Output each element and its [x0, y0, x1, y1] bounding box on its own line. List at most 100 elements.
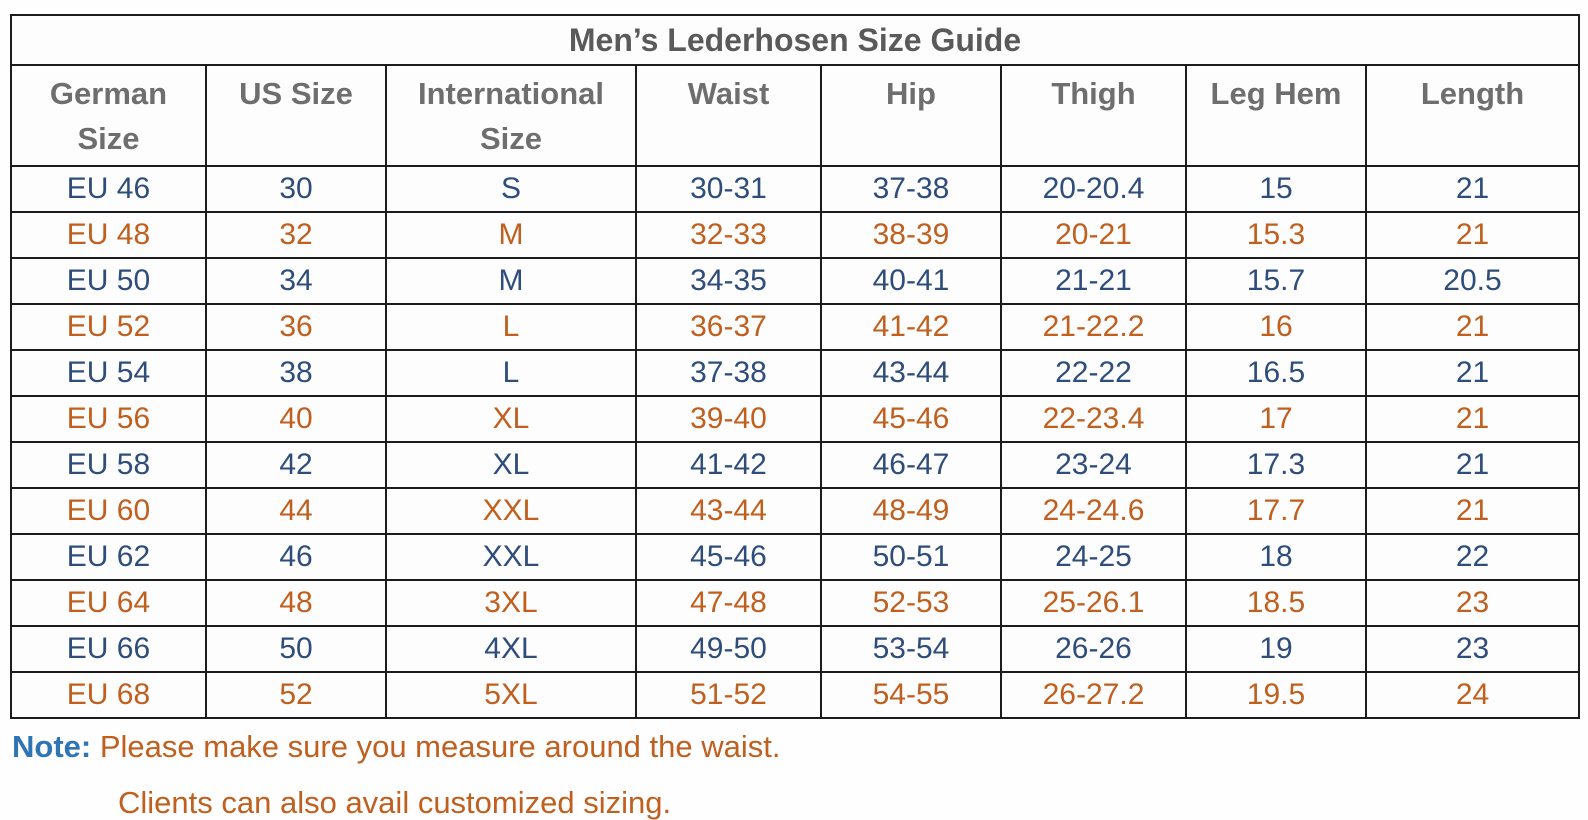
- table-cell: 23: [1365, 579, 1580, 627]
- table-cell: 20-21: [1000, 211, 1187, 259]
- table-title: Men’s Lederhosen Size Guide: [10, 14, 1580, 66]
- table-cell: EU 56: [10, 395, 207, 443]
- table-cell: 47-48: [635, 579, 822, 627]
- table-row: EU 56 40 XL 39-40 45-46 22-23.4 17 21: [10, 395, 1580, 443]
- table-cell: 25-26.1: [1000, 579, 1187, 627]
- table-cell: 53-54: [820, 625, 1002, 673]
- table-cell: 23: [1365, 625, 1580, 673]
- table-cell: 51-52: [635, 671, 822, 719]
- table-cell: XL: [385, 395, 637, 443]
- table-cell: 22: [1365, 533, 1580, 581]
- table-cell: 18.5: [1185, 579, 1367, 627]
- table-cell: 34-35: [635, 257, 822, 305]
- table-cell: 40-41: [820, 257, 1002, 305]
- table-row: EU 46 30 S 30-31 37-38 20-20.4 15 21: [10, 165, 1580, 213]
- note-label: Note:: [12, 729, 92, 764]
- table-cell: 17.3: [1185, 441, 1367, 489]
- table-cell: 32: [205, 211, 387, 259]
- table-row: EU 64 48 3XL 47-48 52-53 25-26.1 18.5 23: [10, 579, 1580, 627]
- note: Note: Please make sure you measure aroun…: [12, 724, 1572, 820]
- table-cell: 26-26: [1000, 625, 1187, 673]
- table-cell: 52-53: [820, 579, 1002, 627]
- table-cell: S: [385, 165, 637, 213]
- table-cell: XL: [385, 441, 637, 489]
- table-cell: 30-31: [635, 165, 822, 213]
- table-cell: 45-46: [820, 395, 1002, 443]
- column-header: Thigh: [1000, 64, 1187, 167]
- column-header: Waist: [635, 64, 822, 167]
- table-cell: 17.7: [1185, 487, 1367, 535]
- table-cell: 15.7: [1185, 257, 1367, 305]
- table-cell: 32-33: [635, 211, 822, 259]
- table-cell: EU 64: [10, 579, 207, 627]
- table-cell: 36: [205, 303, 387, 351]
- table-cell: 24-25: [1000, 533, 1187, 581]
- table-cell: 39-40: [635, 395, 822, 443]
- table-cell: 21: [1365, 441, 1580, 489]
- table-row: EU 54 38 L 37-38 43-44 22-22 16.5 21: [10, 349, 1580, 397]
- table-cell: 21: [1365, 211, 1580, 259]
- table-cell: L: [385, 349, 637, 397]
- column-header: German Size: [10, 64, 207, 167]
- table-cell: M: [385, 211, 637, 259]
- table-row: EU 48 32 M 32-33 38-39 20-21 15.3 21: [10, 211, 1580, 259]
- table-cell: 21: [1365, 349, 1580, 397]
- header-row: German Size US Size International Size Wais…: [10, 64, 1580, 167]
- table-cell: 15.3: [1185, 211, 1367, 259]
- table-cell: 21: [1365, 165, 1580, 213]
- table-row: EU 68 52 5XL 51-52 54-55 26-27.2 19.5 24: [10, 671, 1580, 719]
- table-cell: EU 46: [10, 165, 207, 213]
- table-cell: 4XL: [385, 625, 637, 673]
- table-cell: 30: [205, 165, 387, 213]
- table-cell: 50-51: [820, 533, 1002, 581]
- table-cell: 16.5: [1185, 349, 1367, 397]
- table-cell: EU 58: [10, 441, 207, 489]
- table-row: EU 58 42 XL 41-42 46-47 23-24 17.3 21: [10, 441, 1580, 489]
- table-cell: L: [385, 303, 637, 351]
- table-cell: 42: [205, 441, 387, 489]
- table-cell: EU 68: [10, 671, 207, 719]
- table-cell: 49-50: [635, 625, 822, 673]
- column-header: US Size: [205, 64, 387, 167]
- table-cell: EU 48: [10, 211, 207, 259]
- table-row: EU 62 46 XXL 45-46 50-51 24-25 18 22: [10, 533, 1580, 581]
- table-cell: 43-44: [820, 349, 1002, 397]
- table-cell: 46: [205, 533, 387, 581]
- table-cell: 19: [1185, 625, 1367, 673]
- table-cell: 26-27.2: [1000, 671, 1187, 719]
- table-cell: 41-42: [820, 303, 1002, 351]
- table-cell: 21: [1365, 303, 1580, 351]
- table-cell: EU 62: [10, 533, 207, 581]
- table-cell: 48-49: [820, 487, 1002, 535]
- table-cell: 54-55: [820, 671, 1002, 719]
- note-line-1: Note: Please make sure you measure aroun…: [12, 724, 1572, 771]
- table-cell: EU 50: [10, 257, 207, 305]
- table-cell: 37-38: [635, 349, 822, 397]
- table-cell: 20-20.4: [1000, 165, 1187, 213]
- table-row: EU 52 36 L 36-37 41-42 21-22.2 16 21: [10, 303, 1580, 351]
- table-cell: 40: [205, 395, 387, 443]
- column-header: International Size: [385, 64, 637, 167]
- table-cell: 15: [1185, 165, 1367, 213]
- table-cell: 21-21: [1000, 257, 1187, 305]
- table-cell: M: [385, 257, 637, 305]
- table-cell: 18: [1185, 533, 1367, 581]
- note-text-line2: Clients can also avail customized sizing…: [118, 784, 672, 820]
- column-header: Hip: [820, 64, 1002, 167]
- table-cell: 38-39: [820, 211, 1002, 259]
- table-cell: XXL: [385, 487, 637, 535]
- table-cell: 21: [1365, 395, 1580, 443]
- table-cell: EU 54: [10, 349, 207, 397]
- table-cell: 24: [1365, 671, 1580, 719]
- table-cell: 17: [1185, 395, 1367, 443]
- table-cell: 44: [205, 487, 387, 535]
- table-cell: 37-38: [820, 165, 1002, 213]
- table-cell: 19.5: [1185, 671, 1367, 719]
- table-cell: XXL: [385, 533, 637, 581]
- table-cell: 5XL: [385, 671, 637, 719]
- table-cell: 52: [205, 671, 387, 719]
- table-cell: 21: [1365, 487, 1580, 535]
- column-header: Length: [1365, 64, 1580, 167]
- table-cell: 48: [205, 579, 387, 627]
- table-cell: 45-46: [635, 533, 822, 581]
